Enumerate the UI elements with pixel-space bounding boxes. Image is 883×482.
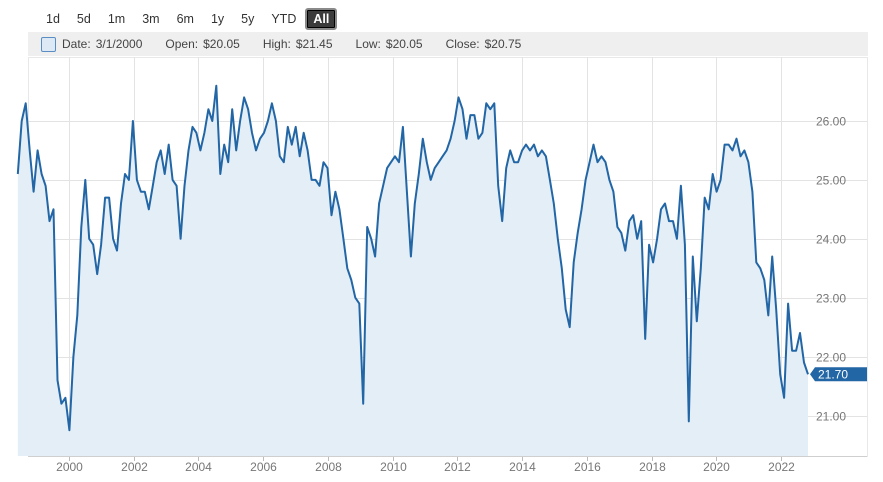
- price-line: [16, 84, 809, 432]
- range-selector: 1d 5d 1m 3m 6m 1y 5y YTD All: [38, 6, 338, 32]
- x-tick-label: 2008: [315, 460, 342, 474]
- info-open: Open: $20.05: [165, 37, 239, 51]
- info-open-value: $20.05: [203, 37, 240, 51]
- range-3m-button[interactable]: 3m: [142, 12, 160, 26]
- info-high: High: $21.45: [263, 37, 333, 51]
- range-5y-button[interactable]: 5y: [241, 12, 255, 26]
- range-1y-button[interactable]: 1y: [210, 12, 225, 26]
- info-date-value: 3/1/2000: [95, 37, 143, 51]
- x-tick-label: 2014: [509, 460, 536, 474]
- info-close: Close: $20.75: [446, 37, 522, 51]
- x-axis-ticks: 2000 2002 2004 2006 2008 2010 2012 2014 2016 2018…: [28, 456, 867, 474]
- series-legend-swatch: [41, 36, 56, 52]
- y-tick-label: 24.00: [816, 233, 846, 247]
- range-1m-button[interactable]: 1m: [107, 12, 126, 26]
- info-low: Low: $20.05: [356, 37, 423, 51]
- info-close-value: $20.75: [484, 37, 522, 51]
- info-low-value: $20.05: [385, 37, 423, 51]
- range-6m-button[interactable]: 6m: [176, 12, 194, 26]
- last-value-label: 21.70: [818, 367, 848, 381]
- y-tick-label: 22.00: [816, 351, 846, 365]
- x-tick-label: 2016: [574, 460, 601, 474]
- range-ytd-button[interactable]: YTD: [271, 12, 297, 26]
- range-all-button[interactable]: All: [305, 8, 338, 30]
- y-tick-label: 26.00: [816, 115, 846, 129]
- range-1d-button[interactable]: 1d: [46, 12, 60, 26]
- info-low-label: Low:: [355, 37, 381, 51]
- x-tick-label: 2010: [380, 460, 407, 474]
- ohlc-info-bar: Date: 3/1/2000 Open: $20.05 High: $21.45 Lo…: [28, 32, 868, 56]
- y-tick-label: 21.00: [816, 410, 846, 424]
- y-tick-label: 23.00: [816, 292, 846, 306]
- price-area-fill: [17, 85, 809, 456]
- x-tick-label: 2018: [639, 460, 666, 474]
- x-tick-label: 2002: [121, 460, 148, 474]
- info-date-label: Date:: [62, 37, 91, 51]
- info-high-label: High:: [262, 37, 291, 51]
- last-value-marker: 21.70: [810, 367, 867, 382]
- x-tick-label: 2020: [703, 460, 730, 474]
- y-axis-ticks: 21.00 22.00 23.00 24.00 25.00 26.00: [816, 115, 846, 424]
- x-tick-label: 2006: [250, 460, 277, 474]
- x-tick-label: 2000: [56, 460, 83, 474]
- last-value-tag: [810, 367, 867, 382]
- x-tick-label: 2004: [185, 460, 212, 474]
- x-tick-label: 2012: [444, 460, 471, 474]
- info-close-label: Close:: [445, 37, 480, 51]
- info-high-value: $21.45: [295, 37, 333, 51]
- y-tick-label: 25.00: [816, 174, 846, 188]
- info-open-label: Open:: [165, 37, 199, 51]
- range-5d-button[interactable]: 5d: [76, 12, 91, 26]
- info-date: Date: 3/1/2000: [62, 37, 142, 51]
- x-tick-label: 2022: [768, 460, 795, 474]
